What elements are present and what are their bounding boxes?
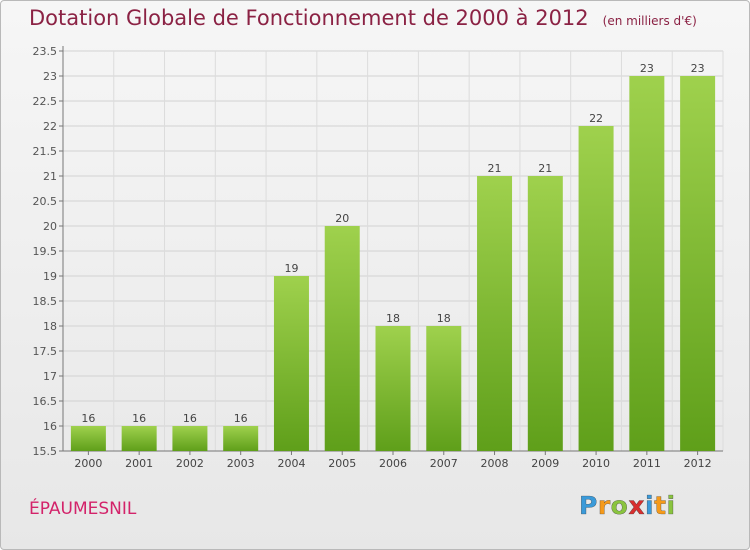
x-tick-label: 2012 [684,457,712,470]
y-tick-label: 23 [43,70,57,83]
logo-letter: i [645,491,655,520]
x-tick-label: 2002 [176,457,204,470]
logo-letter: x [628,491,645,520]
y-tick-label: 20 [43,220,57,233]
y-tick-label: 22.5 [33,95,58,108]
y-tick-label: 18 [43,320,57,333]
y-tick-label: 19 [43,270,57,283]
bar [426,326,462,451]
logo-letter: r [597,491,611,520]
x-tick-label: 2005 [328,457,356,470]
x-tick-label: 2006 [379,457,407,470]
labels: 15.5 16 16.5 17 17.5 18 18.5 19 19.5 20 20.5 21 21.5… [33,45,712,470]
proxiti-logo[interactable]: Proxiti [579,491,676,520]
value-label: 18 [437,312,451,325]
y-tick-label: 19.5 [33,245,58,258]
bar [273,276,309,451]
y-tick-label: 17 [43,370,57,383]
value-label: 16 [132,412,146,425]
logo-letter: P [579,491,598,520]
bars [70,76,716,451]
title-text: Dotation Globale de Fonctionnement de 20… [29,6,589,30]
bar [121,426,157,451]
logo-letter: t [654,491,667,520]
y-tick-label: 22 [43,120,57,133]
value-label: 23 [691,62,705,75]
value-label: 18 [386,312,400,325]
x-tick-label: 2009 [531,457,559,470]
bar [324,226,360,451]
x-tick-label: 2007 [430,457,458,470]
value-label: 16 [234,412,248,425]
value-label: 23 [640,62,654,75]
chart-title: Dotation Globale de Fonctionnement de 20… [29,6,697,30]
x-tick-label: 2004 [277,457,305,470]
value-label: 16 [183,412,197,425]
bar [680,76,716,451]
value-label: 20 [335,212,349,225]
bar [223,426,259,451]
y-tick-label: 17.5 [33,345,58,358]
logo-letter: i [666,491,676,520]
value-label: 22 [589,112,603,125]
y-tick-label: 16 [43,420,57,433]
bar [172,426,208,451]
bar [70,426,106,451]
bar [375,326,411,451]
y-tick-label: 15.5 [33,445,58,458]
value-label: 21 [488,162,502,175]
x-tick-label: 2008 [481,457,509,470]
y-tick-label: 18.5 [33,295,58,308]
value-label: 16 [81,412,95,425]
bar [527,176,563,451]
bar [629,76,665,451]
bar [477,176,513,451]
x-tick-label: 2011 [633,457,661,470]
commune-name: ÉPAUMESNIL [29,499,137,519]
y-tick-label: 21 [43,170,57,183]
y-tick-label: 16.5 [33,395,58,408]
x-tick-label: 2003 [227,457,255,470]
y-tick-label: 20.5 [33,195,58,208]
title-unit: (en milliers d'€) [602,14,697,28]
y-tick-label: 23.5 [33,45,58,58]
x-tick-label: 2001 [125,457,153,470]
value-label: 19 [284,262,298,275]
y-tick-label: 21.5 [33,145,58,158]
value-label: 21 [538,162,552,175]
bar [578,126,614,451]
x-tick-label: 2010 [582,457,610,470]
x-tick-label: 2000 [74,457,102,470]
logo-letter: o [610,491,629,520]
